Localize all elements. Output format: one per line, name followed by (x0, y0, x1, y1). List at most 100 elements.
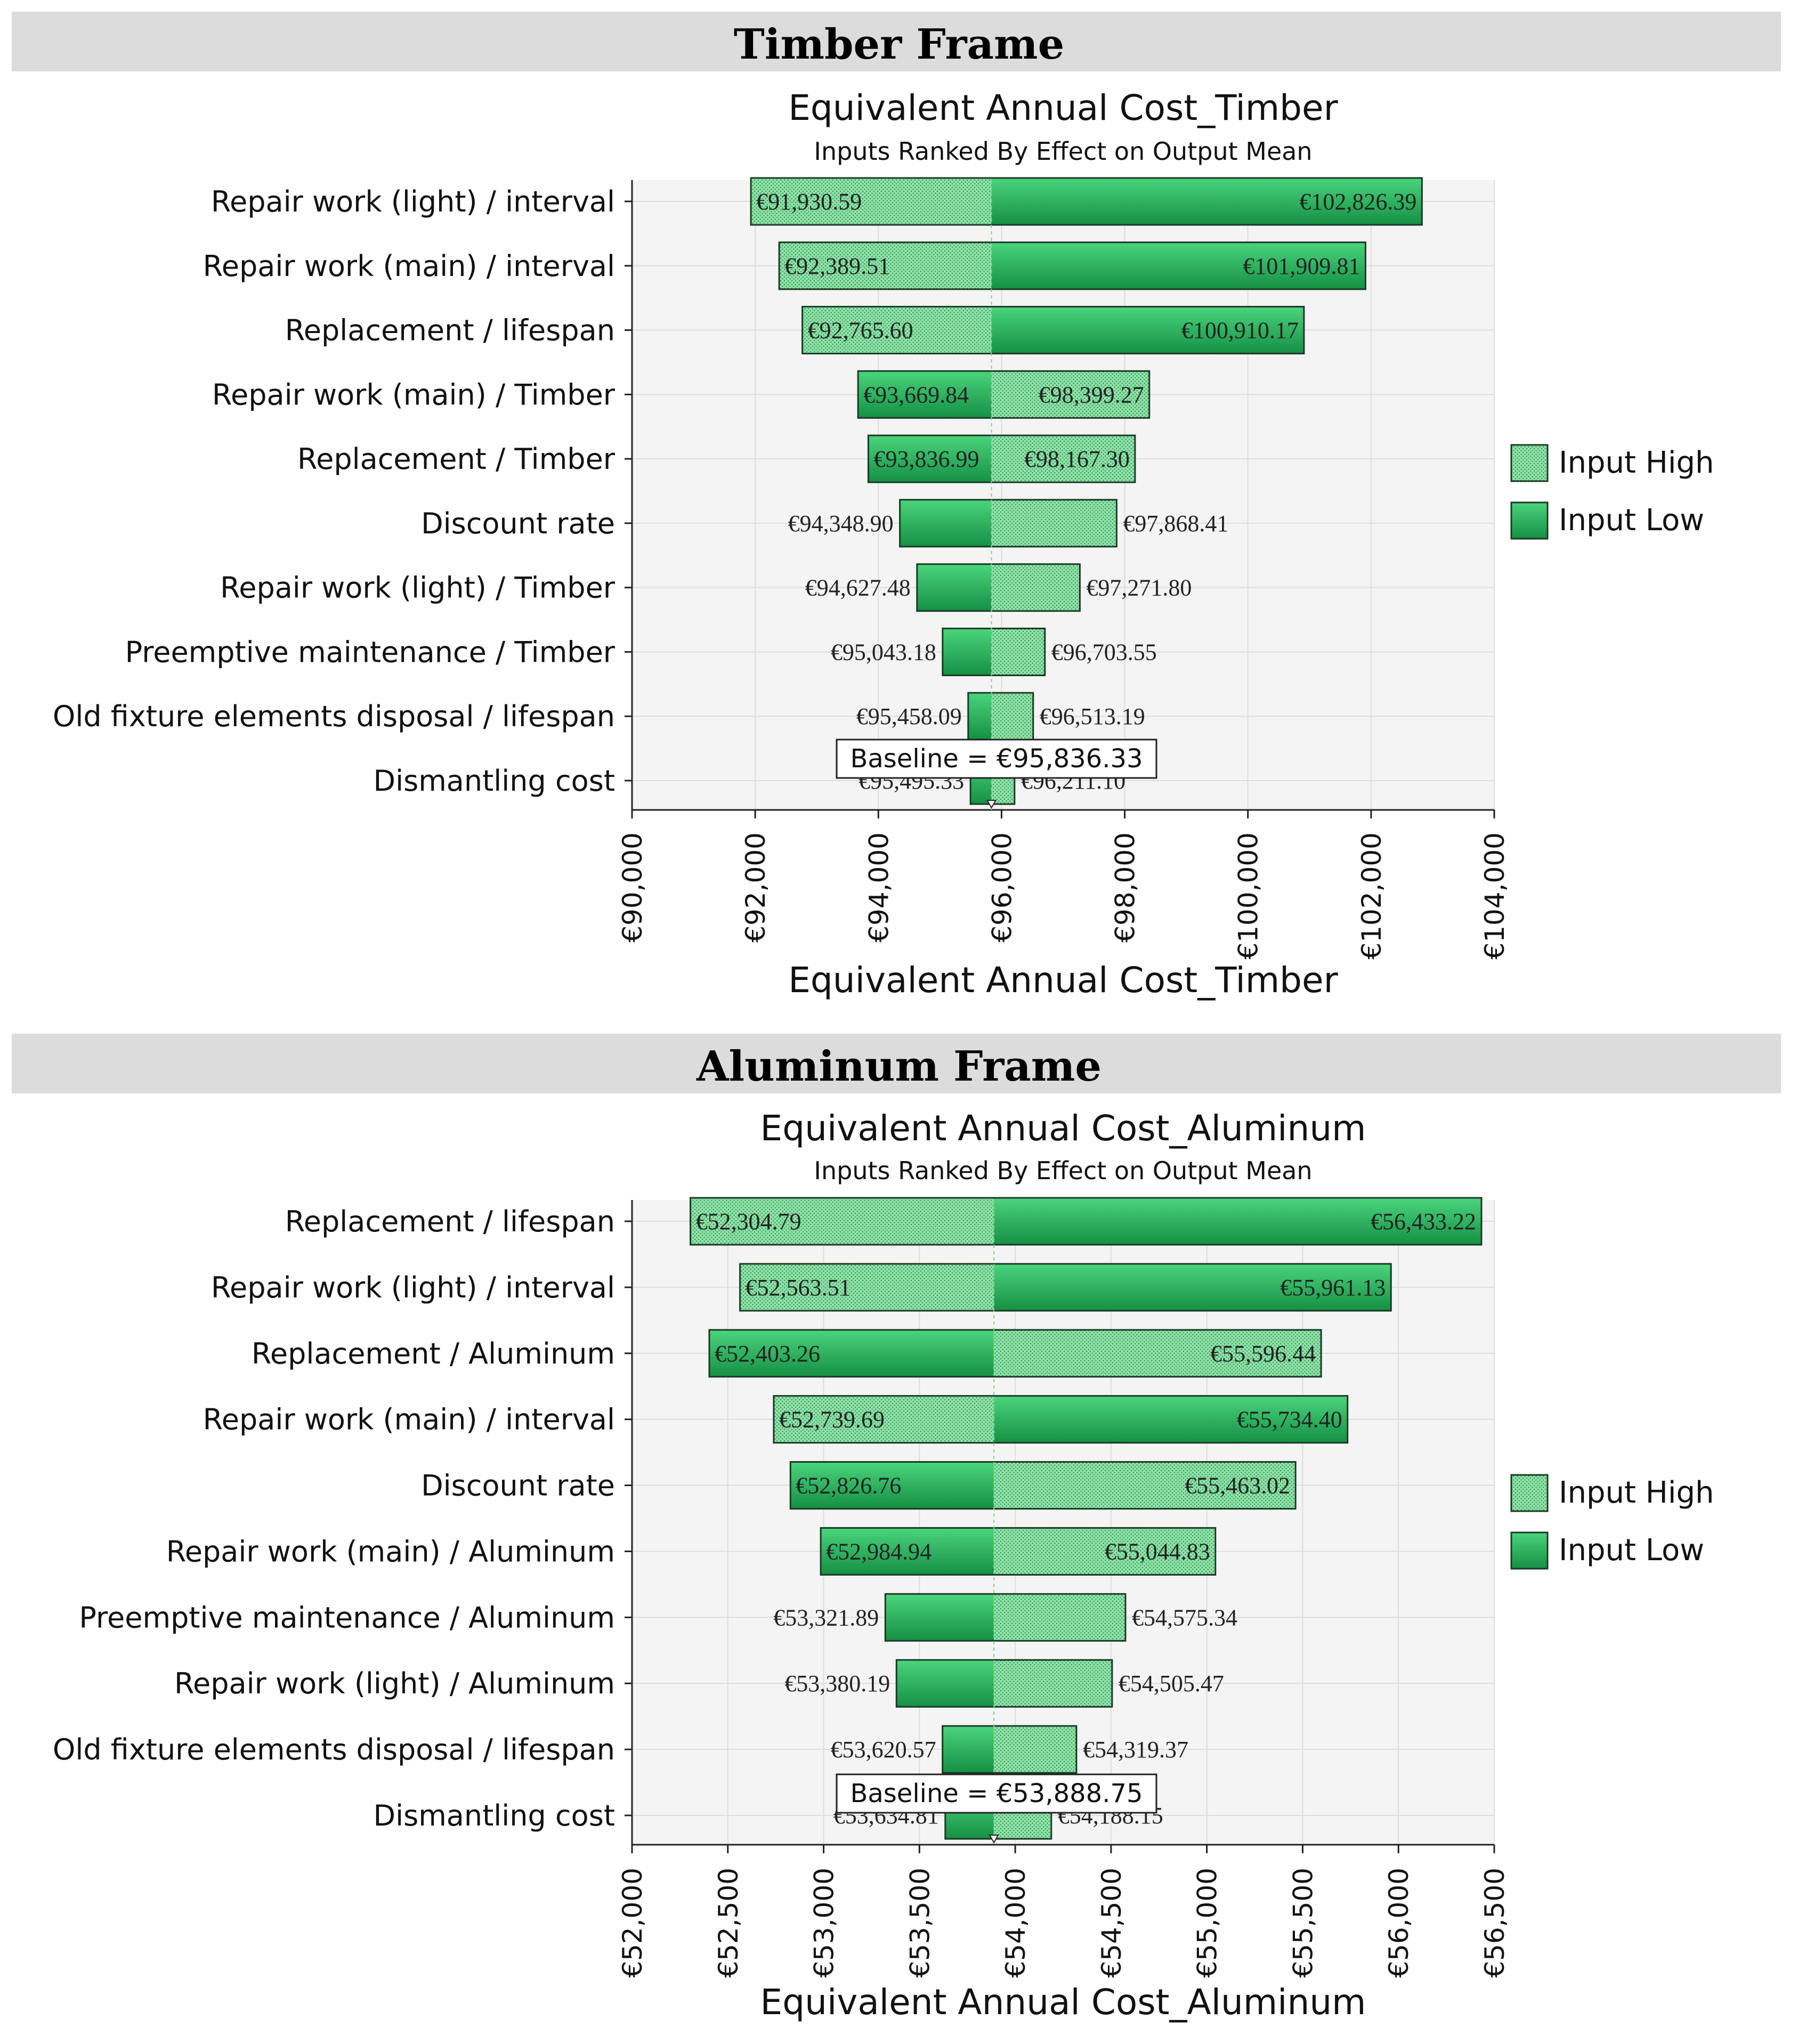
chart-title: Equivalent Annual Cost_Aluminum (760, 1108, 1366, 1149)
legend-label-high: Input High (1559, 445, 1714, 480)
value-label-min: €94,348.90 (788, 510, 894, 537)
category-label: Repair work (light) / Aluminum (174, 1667, 615, 1700)
value-label-min: €92,389.51 (784, 253, 890, 279)
bar-min-segment (790, 1462, 994, 1509)
x-tick-label: €94,000 (863, 832, 894, 943)
baseline-marker (986, 800, 997, 809)
value-label-min: €95,043.18 (831, 639, 936, 665)
bar-min-segment (896, 1660, 994, 1707)
value-label-min: €52,984.94 (826, 1538, 932, 1564)
category-label: Repair work (main) / Timber (212, 378, 615, 411)
bar-max-segment (991, 564, 1080, 611)
legend-swatch-low (1510, 501, 1549, 540)
value-label-min: €95,458.09 (856, 703, 962, 729)
bar-outline (867, 434, 1136, 483)
value-label-max: €54,319.37 (1083, 1737, 1188, 1763)
value-label-max: €96,513.19 (1040, 703, 1145, 729)
legend: Input High Input Low (1510, 1474, 1714, 1570)
value-label-max: €101,909.81 (1243, 253, 1360, 279)
legend-label-low: Input Low (1559, 1533, 1704, 1568)
x-axis-title: Equivalent Annual Cost_Timber (788, 960, 1338, 1001)
bar-max-segment (994, 1726, 1076, 1773)
section-band (12, 12, 1781, 71)
value-label-max: €56,433.22 (1371, 1208, 1476, 1235)
bar-outline (690, 1197, 1483, 1246)
bar-min-segment (690, 1198, 994, 1245)
x-tick-label: €100,000 (1233, 832, 1264, 960)
bar-max-segment (994, 1462, 1296, 1509)
bar-outline (739, 1263, 1392, 1312)
value-label-max: €102,826.39 (1299, 189, 1416, 215)
category-label: Repair work (main) / Aluminum (166, 1535, 615, 1568)
bar-outline (916, 563, 1081, 612)
value-label-min: €94,627.48 (805, 575, 911, 601)
value-label-max: €97,271.80 (1086, 575, 1192, 601)
value-label-min: €52,403.26 (715, 1341, 820, 1367)
bar-min-segment (821, 1528, 994, 1575)
bar-outline (820, 1527, 1217, 1576)
bar-max-segment (994, 1263, 1391, 1311)
chart-title: Equivalent Annual Cost_Timber (788, 87, 1338, 128)
value-label-max: €98,167.30 (1024, 446, 1130, 472)
x-tick-label: €53,500 (904, 1868, 935, 1978)
value-label-max: €55,596.44 (1210, 1341, 1316, 1367)
x-tick-label: €92,000 (740, 832, 771, 943)
bar-max-segment (991, 628, 1045, 676)
value-label-min: €52,826.76 (796, 1473, 901, 1499)
section-title: Timber Frame (734, 20, 1064, 69)
baseline-box (836, 739, 1157, 779)
value-label-max: €54,575.34 (1132, 1604, 1237, 1631)
value-label-max: €55,961.13 (1280, 1275, 1386, 1301)
legend-swatch-low (1510, 1531, 1549, 1570)
bar-max-segment (991, 435, 1135, 483)
x-tick-label: €55,500 (1287, 1868, 1318, 1978)
legend: Input High Input Low (1510, 444, 1714, 540)
bar-max-segment (991, 371, 1149, 418)
legend-label-high: Input High (1559, 1475, 1714, 1510)
bar-max-segment (991, 306, 1304, 354)
x-tick-label: €98,000 (1110, 832, 1141, 943)
category-label: Old fixture elements disposal / lifespan (53, 1733, 615, 1766)
bar-min-segment (968, 693, 992, 740)
bar-outline (801, 306, 1305, 355)
value-label-max: €96,703.55 (1051, 639, 1157, 665)
category-label: Repair work (main) / interval (203, 1403, 615, 1437)
x-tick-label: €53,000 (809, 1868, 840, 1978)
chart-aluminum: Aluminum Frame Equivalent Annual Cost_Alu… (12, 1034, 1781, 2023)
x-axis-title: Equivalent Annual Cost_Aluminum (760, 1982, 1366, 2023)
category-label: Repair work (main) / interval (203, 249, 615, 283)
bar-max-segment (994, 1198, 1481, 1245)
x-tick-label: €90,000 (617, 832, 648, 943)
chart-timber: Timber Frame Equivalent Annual Cost_Timbe… (12, 12, 1781, 1001)
bar-min-segment (709, 1329, 994, 1377)
bar-min-segment (740, 1263, 994, 1311)
value-label-max: €54,505.47 (1119, 1670, 1224, 1697)
value-label-min: €53,380.19 (784, 1670, 890, 1697)
legend-swatch-high (1510, 1474, 1549, 1512)
category-label: Replacement / Timber (297, 442, 615, 476)
value-label-min: €52,304.79 (696, 1208, 801, 1235)
category-label: Replacement / lifespan (285, 314, 615, 347)
bar-max-segment (994, 1329, 1322, 1377)
category-label: Repair work (light) / Timber (220, 571, 615, 605)
category-label: Discount rate (421, 507, 615, 540)
bar-min-segment (751, 178, 992, 225)
bar-min-segment (858, 371, 992, 418)
bar-max-segment (991, 178, 1422, 225)
bar-outline (857, 370, 1151, 419)
category-label: Old fixture elements disposal / lifespan (53, 700, 615, 733)
x-tick-label: €104,000 (1479, 832, 1510, 960)
category-label: Discount rate (421, 1469, 615, 1503)
value-label-max: €98,399.27 (1039, 382, 1144, 408)
category-label: Repair work (light) / interval (211, 185, 615, 218)
bar-max-segment (991, 499, 1117, 547)
baseline-label: Baseline = €95,836.33 (850, 744, 1143, 774)
category-label: Replacement / Aluminum (252, 1337, 615, 1370)
bar-min-segment (942, 628, 992, 676)
bar-outline (750, 177, 1423, 226)
value-label-max: €100,910.17 (1181, 318, 1299, 344)
category-label: Dismantling cost (373, 764, 615, 798)
section-title: Aluminum Frame (696, 1042, 1102, 1091)
legend-label-low: Input Low (1559, 503, 1704, 538)
